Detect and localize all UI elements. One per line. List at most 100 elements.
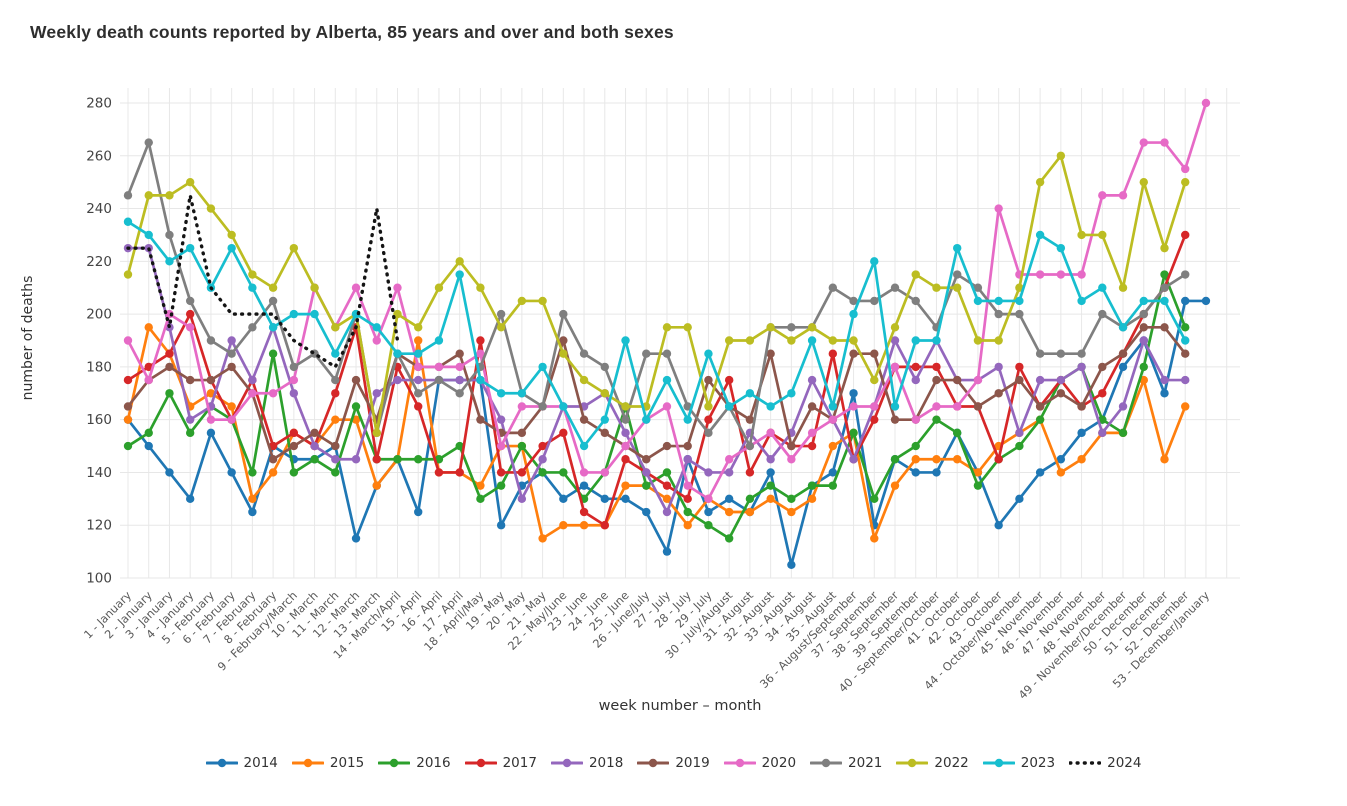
series-2023-point-w23 xyxy=(579,441,589,451)
series-2019-point-w10 xyxy=(310,428,319,438)
legend-item-2024[interactable]: 2024 xyxy=(1069,755,1141,771)
series-2019-point-w47 xyxy=(1077,402,1086,411)
series-2016-point-w37 xyxy=(870,494,879,504)
series-2022-point-w7 xyxy=(248,270,257,279)
series-2019-point-w50 xyxy=(1139,323,1148,332)
series-2019-point-w52 xyxy=(1181,349,1190,358)
series-2018-point-w39 xyxy=(911,375,920,385)
series-2017-point-w4 xyxy=(185,309,195,319)
series-2018-point-w25 xyxy=(621,428,630,438)
series-2019-point-w12 xyxy=(351,375,361,385)
series-2016-point-w14 xyxy=(393,455,402,464)
series-2022-point-w30 xyxy=(724,336,734,345)
series-2016-point-w52 xyxy=(1181,323,1190,332)
series-2014-point-w2 xyxy=(144,441,153,451)
series-2023-point-w6 xyxy=(227,243,236,253)
series-2023-point-w34 xyxy=(807,336,817,345)
series-2017-point-w29 xyxy=(704,415,713,424)
series-2020-point-w52 xyxy=(1181,164,1190,174)
series-2018-point-w21 xyxy=(538,455,547,464)
legend-item-2019[interactable]: 2019 xyxy=(637,755,710,771)
series-2017-point-w27 xyxy=(662,481,672,490)
series-2023-point-w51 xyxy=(1160,296,1169,306)
chart-legend: 2014 2015 2016 2017 2018 2019 2020 2021 2022 2023… xyxy=(0,755,1347,771)
series-2018-point-w36 xyxy=(849,455,858,464)
legend-item-2023[interactable]: 2023 xyxy=(982,755,1056,771)
series-2017-point-w13 xyxy=(372,455,381,464)
series-2018-point-w28 xyxy=(683,455,692,464)
series-2020-point-w36 xyxy=(849,402,858,411)
series-2020-points xyxy=(123,98,1211,504)
legend-label-2014: 2014 xyxy=(243,755,278,771)
series-2019-point-w23 xyxy=(579,415,589,424)
legend-item-2020[interactable]: 2020 xyxy=(723,755,796,771)
legend-item-2015[interactable]: 2015 xyxy=(291,755,364,771)
series-2019-point-w32 xyxy=(766,349,775,358)
legend-label-2022: 2022 xyxy=(934,755,969,771)
series-2022-point-w16 xyxy=(434,283,444,292)
y-tick-label-220: 220 xyxy=(86,254,112,270)
series-2015-point-w23 xyxy=(579,521,589,530)
series-2016-point-w17 xyxy=(455,441,464,451)
series-2022-point-w36 xyxy=(849,336,858,345)
series-2022-point-w17 xyxy=(455,257,464,266)
series-2017-point-w15 xyxy=(414,402,423,411)
series-2015-point-w21 xyxy=(538,534,547,543)
legend-item-2014[interactable]: 2014 xyxy=(205,755,278,771)
legend-item-2021[interactable]: 2021 xyxy=(810,755,882,771)
series-2016-point-w32 xyxy=(766,481,775,490)
series-2021-point-w51 xyxy=(1160,283,1169,292)
series-2020-point-w23 xyxy=(579,468,589,477)
series-2023-point-w31 xyxy=(745,389,755,398)
series-2017-point-w37 xyxy=(870,415,879,424)
legend-label-2019: 2019 xyxy=(675,755,710,771)
legend-item-2017[interactable]: 2017 xyxy=(464,755,537,771)
legend-item-2018[interactable]: 2018 xyxy=(550,755,623,771)
series-2015-point-w46 xyxy=(1056,468,1066,477)
series-2023-point-w24 xyxy=(600,415,609,424)
series-2020-point-w34 xyxy=(807,428,817,438)
series-2020-point-w38 xyxy=(890,362,900,372)
series-2023-point-w26 xyxy=(642,415,651,424)
series-2014-point-w22 xyxy=(559,494,568,504)
series-2017-point-w11 xyxy=(331,389,340,398)
legend-item-2016[interactable]: 2016 xyxy=(378,755,451,771)
series-2023-point-w35 xyxy=(828,402,838,411)
series-2020-point-w37 xyxy=(870,402,879,411)
series-2020-point-w39 xyxy=(911,415,920,424)
series-2017-point-w16 xyxy=(434,468,444,477)
series-2018-point-w26 xyxy=(642,468,651,477)
series-2023-point-w7 xyxy=(248,283,257,292)
series-2023-point-w16 xyxy=(434,336,444,345)
series-2018-point-w10 xyxy=(310,441,319,451)
series-2015-point-w40 xyxy=(932,455,941,464)
legend-label-2023: 2023 xyxy=(1020,755,1056,771)
series-2019-point-w49 xyxy=(1118,349,1128,358)
series-2023-point-w52 xyxy=(1181,336,1190,345)
legend-label-2024: 2024 xyxy=(1107,755,1142,771)
series-2022-point-w5 xyxy=(206,204,216,213)
series-2021-point-w9 xyxy=(289,362,299,372)
legend-marker-2023 xyxy=(982,758,1015,768)
series-2021-point-w35 xyxy=(828,283,838,292)
legend-item-2022[interactable]: 2022 xyxy=(896,755,969,771)
series-2019-point-w27 xyxy=(662,441,672,451)
series-2019-point-w18 xyxy=(476,415,485,424)
series-2019-point-w6 xyxy=(227,362,236,372)
series-2016-point-w8 xyxy=(268,349,278,358)
series-2014-point-w33 xyxy=(787,560,796,570)
series-2019-point-w43 xyxy=(994,389,1003,398)
series-2023-point-w15 xyxy=(414,349,423,358)
series-2018-point-w12 xyxy=(351,455,361,464)
series-2018-point-w49 xyxy=(1118,402,1128,411)
series-2022-point-w9 xyxy=(289,243,299,253)
y-axis-labels: 100 120 140 160 180 200 220 240 260 280 xyxy=(86,96,112,587)
series-2018-line xyxy=(126,246,1187,514)
series-2021-point-w21 xyxy=(538,402,547,411)
series-2023-point-w50 xyxy=(1139,296,1148,306)
series-2017-point-w20 xyxy=(517,468,527,477)
series-2021-point-w5 xyxy=(206,336,216,345)
series-2020-point-w48 xyxy=(1098,191,1107,200)
